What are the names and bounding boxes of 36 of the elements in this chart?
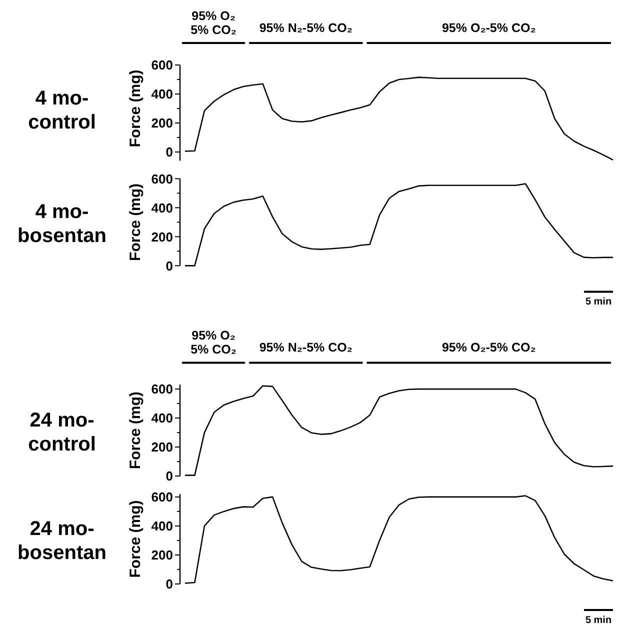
text: 24 mo-bosentan: [18, 518, 106, 564]
y-tick-label: 600: [151, 58, 173, 73]
line-series: [184, 495, 614, 584]
text: 95% O₂ 5% CO₂: [190, 9, 236, 37]
text: 5 min: [585, 296, 612, 308]
text: 24 mo-control: [28, 409, 96, 456]
line-series: [184, 76, 614, 161]
y-tick-label: 0: [166, 468, 173, 484]
y-tick-label: 400: [151, 410, 173, 426]
text: 95% N₂-5% CO₂: [259, 340, 352, 355]
text: 4 mo-control: [28, 88, 96, 134]
y-tick-label: 200: [151, 116, 173, 131]
y-tick-label: 400: [151, 518, 173, 534]
text: 4 mo-bosentan: [18, 201, 106, 248]
y-tick-label: 0: [166, 576, 173, 592]
y-tick-label: 400: [151, 200, 173, 216]
y-axis-title: Force (mg): [127, 500, 144, 578]
text: 95% O₂ 5% CO₂: [190, 328, 236, 357]
y-axis-title: Force (mg): [127, 70, 144, 148]
line-series: [184, 183, 614, 266]
y-axis-title: Force (mg): [127, 392, 144, 470]
text: 5 min: [585, 614, 612, 626]
y-tick-label: 0: [166, 144, 173, 160]
y-tick-label: 400: [151, 86, 173, 102]
y-tick-label: 600: [151, 490, 173, 504]
y-tick-label: 200: [151, 229, 173, 244]
y-tick-label: 0: [166, 258, 173, 274]
y-axis-title: Force (mg): [127, 183, 144, 261]
text: 95% O₂-5% CO₂: [442, 340, 536, 355]
y-tick-label: 600: [151, 382, 173, 397]
text: 95% O₂-5% CO₂: [442, 21, 536, 35]
y-tick-label: 600: [151, 171, 173, 186]
y-tick-label: 200: [151, 440, 173, 455]
line-series: [184, 385, 614, 476]
y-tick-label: 200: [151, 548, 173, 562]
text: 95% N₂-5% CO₂: [259, 21, 352, 35]
